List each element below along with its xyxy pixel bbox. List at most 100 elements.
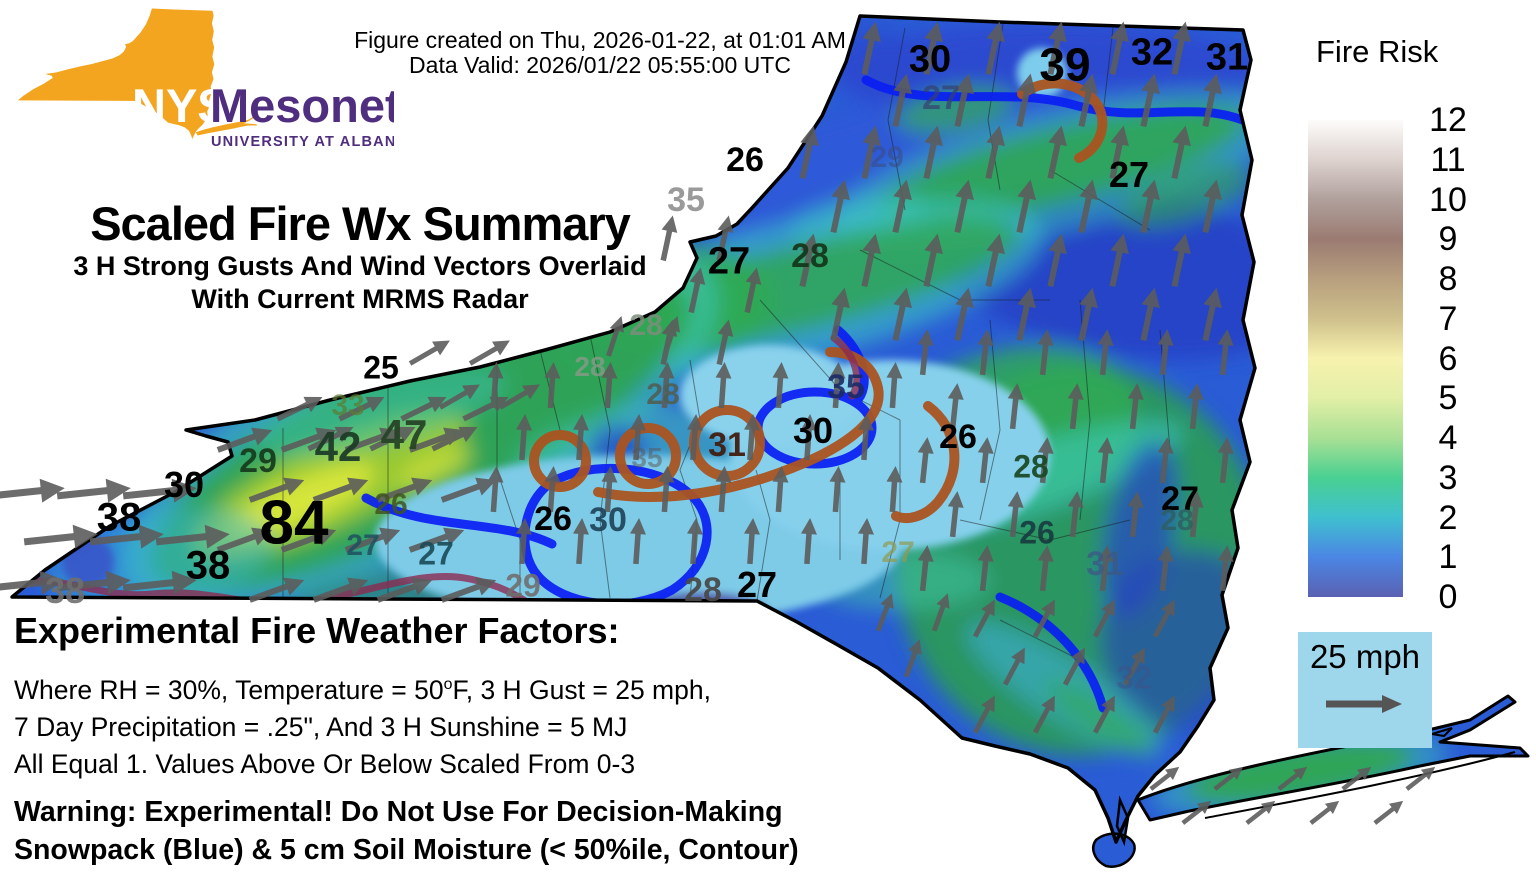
colorbar-tick-0: 0 — [1438, 578, 1458, 616]
wind-arrow — [832, 375, 841, 409]
wind-arrow-head — [1017, 287, 1036, 309]
gust-label: 35 — [827, 368, 865, 406]
wind-arrow — [1016, 302, 1031, 342]
wind-arrow-head — [717, 215, 734, 233]
wind-arrow-head — [955, 73, 974, 95]
wind-arrow — [369, 430, 404, 452]
wind-arrow-head — [516, 518, 532, 535]
wind-arrow — [716, 228, 729, 262]
wind-arrow — [216, 432, 259, 453]
wind-arrow — [919, 558, 929, 592]
wind-arrow — [1129, 504, 1139, 538]
wind-arrow — [1016, 194, 1031, 234]
wind-arrow-head — [924, 233, 943, 255]
wind-arrow-head — [138, 524, 164, 549]
wind-arrow-head — [1228, 766, 1244, 781]
wind-arrow — [1213, 771, 1236, 791]
wind-arrow — [861, 248, 876, 288]
wind-arrow — [875, 603, 891, 632]
wind-arrow — [468, 345, 500, 366]
wind-arrow — [985, 36, 1000, 76]
wind-arrow-head — [251, 527, 273, 546]
factors-line3: All Equal 1. Values Above Or Below Scale… — [14, 748, 636, 779]
wind-arrow-head — [1292, 766, 1308, 781]
wind-arrow-head — [893, 179, 912, 201]
wind-arrow — [438, 389, 470, 410]
wind-arrow — [747, 427, 755, 461]
wind-arrow-head — [411, 577, 433, 596]
wind-arrow — [1219, 558, 1229, 592]
wind-arrow-head — [1037, 329, 1054, 346]
colorbar-tick-11: 11 — [1430, 140, 1466, 179]
wind-arrow — [799, 140, 814, 180]
colorbar-title: Fire Risk — [1316, 34, 1439, 69]
gust-label: 39 — [1039, 39, 1090, 91]
gust-label: 29 — [239, 442, 277, 480]
wind-arrow — [804, 427, 812, 461]
wind-arrow — [690, 531, 698, 565]
wind-speed-legend: 25 mph — [1298, 632, 1432, 748]
wind-arrow-head — [977, 545, 994, 562]
colorbar-tick-7: 7 — [1438, 299, 1458, 338]
wind-arrow — [718, 375, 727, 409]
gust-label: 26 — [939, 418, 977, 456]
wind-arrow-head — [1110, 21, 1129, 43]
wind-arrow — [923, 36, 938, 76]
gust-label: 26 — [1019, 515, 1055, 551]
gust-label: 26 — [374, 488, 407, 521]
colorbar-tick-5: 5 — [1438, 379, 1458, 418]
wind-arrow — [892, 302, 907, 342]
wind-arrow — [400, 400, 435, 422]
wind-arrow-head — [601, 362, 618, 379]
wind-arrow-head — [1097, 545, 1114, 562]
wind-arrow — [1078, 194, 1093, 234]
wind-arrow — [280, 432, 323, 453]
title-block: Scaled Fire Wx Summary 3 H Strong Gusts … — [20, 198, 700, 316]
wind-arrow-head — [1067, 491, 1084, 508]
colorbar-tick-10: 10 — [1429, 180, 1467, 219]
wind-arrow — [949, 504, 959, 538]
wind-arrow-head — [1101, 599, 1115, 617]
wind-arrow-head — [303, 396, 323, 413]
wind-arrow — [1159, 342, 1169, 376]
wind-arrow — [1219, 342, 1229, 376]
wind-arrow — [1189, 396, 1199, 430]
wind-arrow-head — [744, 414, 760, 431]
wind-arrow-head — [829, 362, 846, 379]
gust-label: 28 — [574, 351, 605, 382]
wind-arrow-head — [886, 466, 903, 483]
wind-arrow — [1219, 450, 1229, 484]
wind-arrow-head — [630, 518, 646, 535]
wind-arrow-head — [1260, 800, 1276, 815]
wind-arrow — [547, 375, 556, 409]
wind-arrow — [1002, 657, 1022, 686]
wind-arrow — [462, 400, 497, 422]
wind-arrow — [1039, 558, 1049, 592]
staten-island — [1092, 832, 1136, 868]
wind-arrow — [799, 248, 814, 288]
wind-arrow-head — [1164, 766, 1180, 781]
wind-arrow-head — [715, 466, 732, 483]
colorbar-tick-2: 2 — [1438, 498, 1458, 537]
wind-arrow-head — [1157, 329, 1174, 346]
wind-arrow-head — [1324, 800, 1340, 815]
wind-arrow-head — [475, 577, 497, 596]
wind-arrow-head — [665, 316, 680, 333]
wind-arrow-head — [1203, 179, 1222, 201]
wind-arrow — [490, 375, 499, 409]
wind-arrow — [1047, 140, 1062, 180]
wind-arrow-head — [601, 466, 618, 483]
wind-arrow — [344, 532, 387, 553]
wind-arrow-head — [917, 329, 934, 346]
wind-arrow-head — [1127, 491, 1144, 508]
wind-arrow-head — [955, 287, 974, 309]
wind-arrow-head — [862, 21, 881, 43]
wind-arrow-head — [717, 319, 734, 337]
wind-arrow — [1405, 771, 1428, 791]
wind-arrow — [122, 578, 177, 592]
wind-arrow-head — [573, 518, 589, 535]
wind-arrow — [919, 450, 929, 484]
wind-arrow — [1129, 396, 1139, 430]
wind-arrow — [804, 531, 812, 565]
